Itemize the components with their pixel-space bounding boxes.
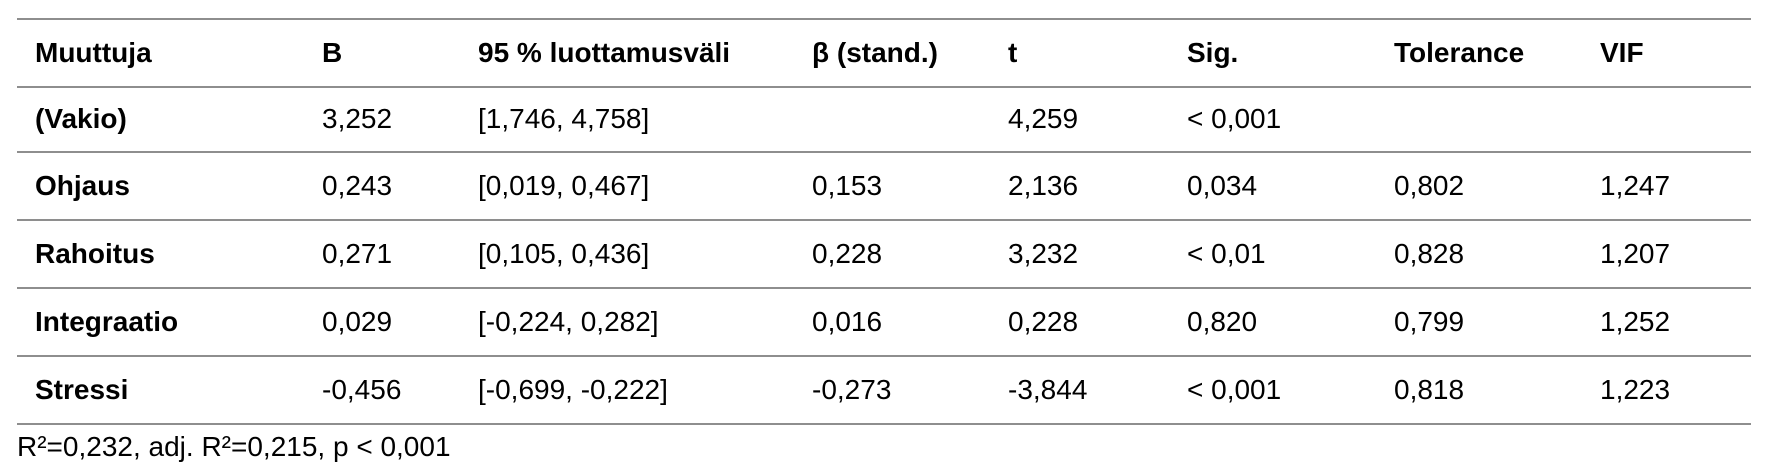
cell-sig: 0,820 [1187, 305, 1258, 337]
table-row: Rahoitus 0,271 [0,105, 0,436] 0,228 3,23… [17, 220, 1751, 288]
column-header-t: t [1008, 36, 1018, 68]
table-row: Ohjaus 0,243 [0,019, 0,467] 0,153 2,136 … [17, 152, 1751, 220]
table-row: Integraatio 0,029 [-0,224, 0,282] 0,016 … [17, 288, 1751, 356]
cell-vif: 1,223 [1600, 373, 1671, 405]
cell-t: 2,136 [1008, 169, 1079, 201]
regression-table: Muuttuja B 95 % luottamusväli β (stand.)… [17, 18, 1751, 425]
cell-muuttuja: (Vakio) [35, 103, 127, 135]
cell-tolerance [1394, 87, 1600, 152]
column-header-b: B [322, 36, 343, 68]
regression-table-container: Muuttuja B 95 % luottamusväli β (stand.)… [17, 18, 1751, 463]
cell-beta: -0,273 [812, 373, 892, 405]
cell-t: -3,844 [1008, 373, 1088, 405]
cell-sig: < 0,001 [1187, 103, 1282, 135]
cell-muuttuja: Ohjaus [35, 169, 130, 201]
cell-beta [812, 87, 1008, 152]
cell-ci: [0,105, 0,436] [478, 237, 650, 269]
cell-ci: [0,019, 0,467] [478, 169, 650, 201]
cell-muuttuja: Stressi [35, 373, 129, 405]
cell-b: -0,456 [322, 373, 402, 405]
cell-b: 0,271 [322, 237, 393, 269]
cell-t: 4,259 [1008, 103, 1079, 135]
cell-beta: 0,153 [812, 169, 883, 201]
cell-vif: 1,207 [1600, 237, 1671, 269]
cell-vif: 1,252 [1600, 305, 1671, 337]
column-header-muuttuja: Muuttuja [35, 36, 152, 68]
cell-vif: 1,247 [1600, 169, 1671, 201]
cell-ci: [-0,224, 0,282] [478, 305, 659, 337]
cell-sig: < 0,001 [1187, 373, 1282, 405]
table-header: Muuttuja B 95 % luottamusväli β (stand.)… [17, 19, 1751, 87]
cell-beta: 0,228 [812, 237, 883, 269]
cell-tolerance: 0,799 [1394, 305, 1465, 337]
cell-vif [1600, 87, 1751, 152]
cell-sig: < 0,01 [1187, 237, 1266, 269]
column-header-vif: VIF [1600, 36, 1644, 68]
table-body: (Vakio) 3,252 [1,746, 4,758] 4,259 < 0,0… [17, 87, 1751, 424]
column-header-tolerance: Tolerance [1394, 36, 1525, 68]
cell-ci: [-0,699, -0,222] [478, 373, 668, 405]
cell-b: 3,252 [322, 103, 393, 135]
table-row: Stressi -0,456 [-0,699, -0,222] -0,273 -… [17, 356, 1751, 424]
cell-b: 0,029 [322, 305, 393, 337]
cell-sig: 0,034 [1187, 169, 1258, 201]
cell-ci: [1,746, 4,758] [478, 103, 650, 135]
cell-muuttuja: Integraatio [35, 305, 179, 337]
cell-tolerance: 0,818 [1394, 373, 1465, 405]
cell-beta: 0,016 [812, 305, 883, 337]
model-summary-note: R²=0,232, adj. R²=0,215, p < 0,001 [17, 431, 451, 462]
table-row: (Vakio) 3,252 [1,746, 4,758] 4,259 < 0,0… [17, 87, 1751, 152]
cell-t: 3,232 [1008, 237, 1079, 269]
cell-t: 0,228 [1008, 305, 1079, 337]
cell-muuttuja: Rahoitus [35, 237, 155, 269]
header-row: Muuttuja B 95 % luottamusväli β (stand.)… [17, 19, 1751, 87]
cell-tolerance: 0,828 [1394, 237, 1465, 269]
column-header-beta-stand: β (stand.) [812, 36, 938, 68]
cell-tolerance: 0,802 [1394, 169, 1465, 201]
column-header-sig: Sig. [1187, 36, 1239, 68]
cell-b: 0,243 [322, 169, 393, 201]
column-header-luottamusvali: 95 % luottamusväli [478, 36, 731, 68]
